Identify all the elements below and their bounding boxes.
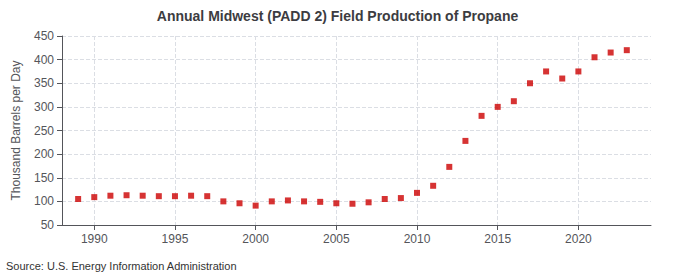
svg-text:Thousand Barrels per Day: Thousand Barrels per Day <box>9 60 23 200</box>
svg-text:1990: 1990 <box>81 232 108 246</box>
svg-text:450: 450 <box>34 29 54 43</box>
svg-text:2005: 2005 <box>323 232 350 246</box>
svg-text:Source: U.S. Energy Informatio: Source: U.S. Energy Information Administ… <box>6 260 237 272</box>
svg-text:300: 300 <box>34 100 54 114</box>
svg-text:350: 350 <box>34 76 54 90</box>
svg-text:1995: 1995 <box>162 232 189 246</box>
svg-text:200: 200 <box>34 147 54 161</box>
svg-text:100: 100 <box>34 194 54 208</box>
svg-text:50: 50 <box>41 218 55 232</box>
svg-text:2000: 2000 <box>242 232 269 246</box>
svg-text:150: 150 <box>34 171 54 185</box>
svg-text:400: 400 <box>34 53 54 67</box>
svg-text:2010: 2010 <box>404 232 431 246</box>
svg-text:Annual Midwest (PADD 2) Field: Annual Midwest (PADD 2) Field Production… <box>157 8 519 24</box>
svg-text:2020: 2020 <box>565 232 592 246</box>
svg-text:2015: 2015 <box>484 232 511 246</box>
svg-text:250: 250 <box>34 124 54 138</box>
